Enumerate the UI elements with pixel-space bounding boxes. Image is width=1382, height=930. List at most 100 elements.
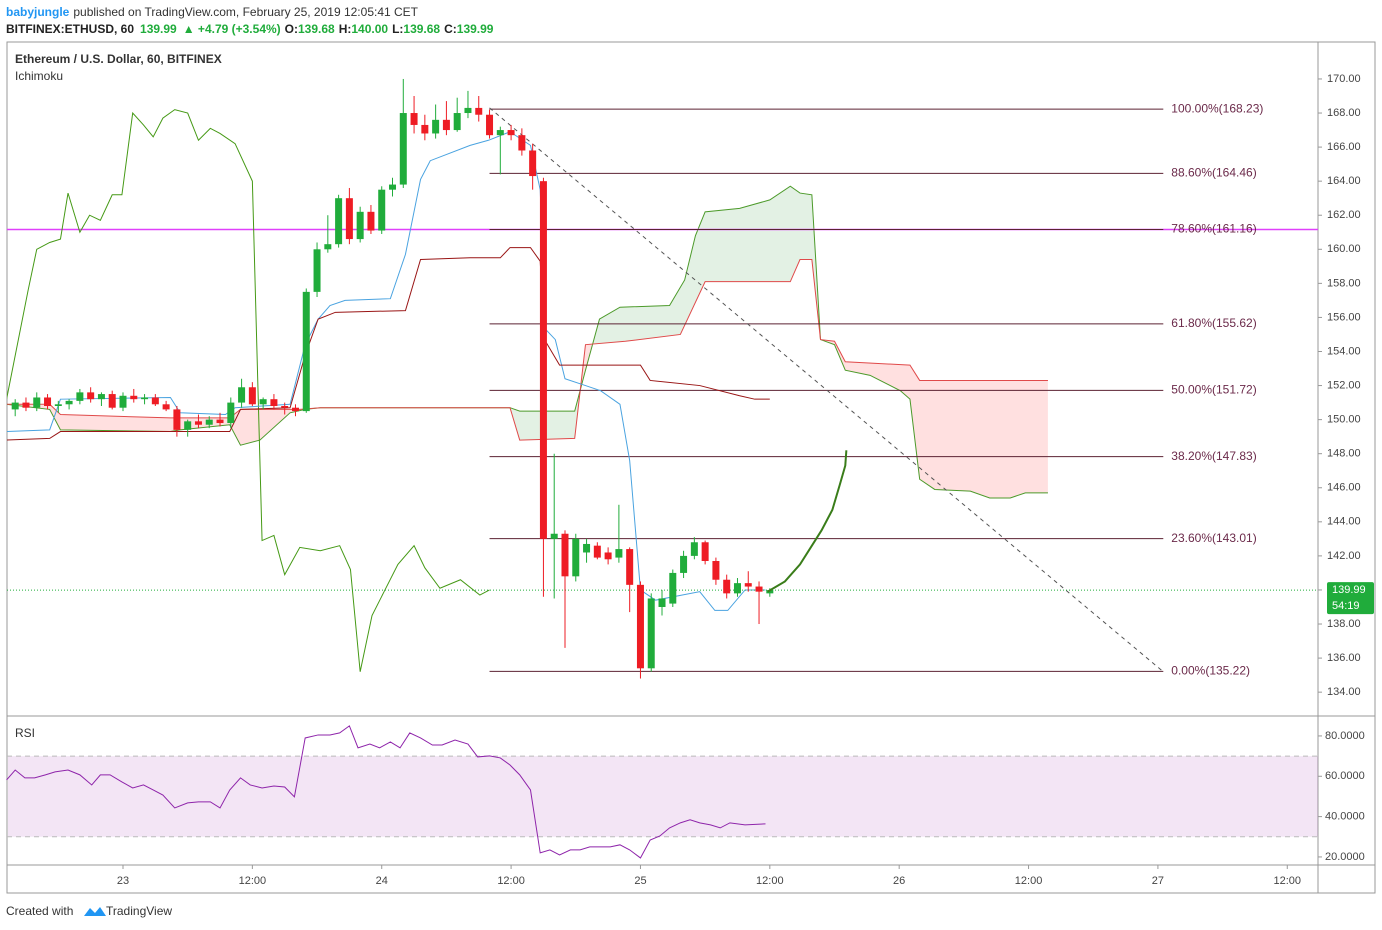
indicator-name: Ichimoku [15,69,63,83]
candle-body [173,409,181,430]
candle-body [572,538,580,577]
ohlc-value: 139.68 [403,22,440,36]
y-tick-label: 138.00 [1327,618,1361,630]
candle-body [291,407,299,412]
y-tick-label: 134.00 [1327,686,1361,698]
candle-body [281,405,289,408]
candle-body [205,419,213,425]
overlay: 134.00136.00138.00140.00142.00144.00146.… [6,73,1374,887]
candle-body [389,184,397,190]
candle-body [744,583,752,587]
header-line: babyjungle published on TradingView.com, … [6,5,419,19]
candle-body [313,249,321,292]
last-price-label: 139.99 [1332,584,1366,596]
candle-body [507,130,515,136]
y-tick-label: 150.00 [1327,414,1361,426]
price: 139.99 [140,22,177,36]
candle-body [248,387,256,405]
rsi-band [8,756,1318,837]
x-tick-label: 12:00 [1274,875,1302,887]
x-tick-label: 12:00 [1015,875,1043,887]
x-tick-label: 25 [634,875,646,887]
x-tick-label: 12:00 [239,875,267,887]
candle-body [44,397,52,406]
candle-body [151,397,159,405]
change: ▲ +4.79 (+3.54%) [183,22,281,36]
candle-body [324,244,332,250]
candle-body [345,198,353,240]
fib-label: 61.80%(155.62) [1171,316,1256,330]
candle-body [432,119,440,134]
trend-line [489,107,1164,673]
author[interactable]: babyjungle [6,5,70,19]
rsi-line [6,725,766,859]
candle-body [604,552,612,560]
candle-body [496,130,504,136]
candle-body [636,584,644,669]
candle-body [453,113,461,131]
candle-body [766,590,774,594]
fib-label: 88.60%(164.46) [1171,165,1256,179]
candle-body [593,545,601,558]
candle-body [108,394,116,408]
countdown: 54:19 [1332,600,1360,612]
candle-body [647,598,655,669]
published: published on TradingView.com, February 2… [73,5,418,19]
x-tick-label: 12:00 [756,875,784,887]
span-a [7,185,1048,499]
y-tick-label: 142.00 [1327,550,1361,562]
candle-body [335,198,343,245]
rsi-tick-label: 60.0000 [1325,770,1365,782]
fib-label: 38.20%(147.83) [1171,449,1256,463]
candle-body [76,392,84,401]
y-tick-label: 170.00 [1327,73,1361,85]
candle-body [194,421,202,425]
candle-body [356,211,364,240]
candle-body [464,107,472,114]
y-tick-label: 166.00 [1327,141,1361,153]
candle-body [690,542,698,556]
fib-label: 100.00%(168.23) [1171,101,1263,115]
projection [767,450,848,593]
symbol-line: BITFINEX:ETHUSD, 60 139.99 ▲ +4.79 (+3.54%… [6,22,494,36]
candle-body [712,560,720,580]
candle-body [421,124,429,134]
candle-body [238,387,246,403]
y-tick-label: 168.00 [1327,107,1361,119]
ohlc-value: 139.99 [457,22,494,36]
x-tick-label: 12:00 [497,875,525,887]
candle-body [583,543,591,553]
candle-body [410,113,418,125]
candle-body [162,404,170,410]
candle-body [378,189,386,231]
fib-label: 78.60%(161.16) [1171,222,1256,236]
candle-body [529,150,537,177]
candle-body [227,402,235,424]
candle-body [11,402,19,410]
footer-brand[interactable]: TradingView [106,904,172,918]
candle-body [701,542,709,561]
x-tick-label: 23 [117,875,129,887]
y-tick-label: 156.00 [1327,311,1361,323]
rsi-title: RSI [15,726,35,740]
logo [84,907,106,916]
candle-body [669,572,677,604]
x-tick-label: 24 [376,875,388,887]
candle-body [270,399,278,406]
x-tick-label: 26 [893,875,905,887]
candle-body [550,533,558,539]
fib-label: 0.00%(135.22) [1171,664,1250,678]
ohlc-value: 140.00 [351,22,388,36]
candle-body [442,119,450,131]
ohlc-label: C: [444,22,457,36]
rsi-tick-label: 20.0000 [1325,851,1365,863]
candle-body [658,598,666,607]
y-tick-label: 148.00 [1327,448,1361,460]
cloud-down [7,259,1048,498]
candle-body [216,419,224,424]
y-tick-label: 158.00 [1327,277,1361,289]
candle-body [399,113,407,185]
candle-body [302,291,310,412]
candle-body [475,107,483,115]
fib-label: 23.60%(143.01) [1171,531,1256,545]
